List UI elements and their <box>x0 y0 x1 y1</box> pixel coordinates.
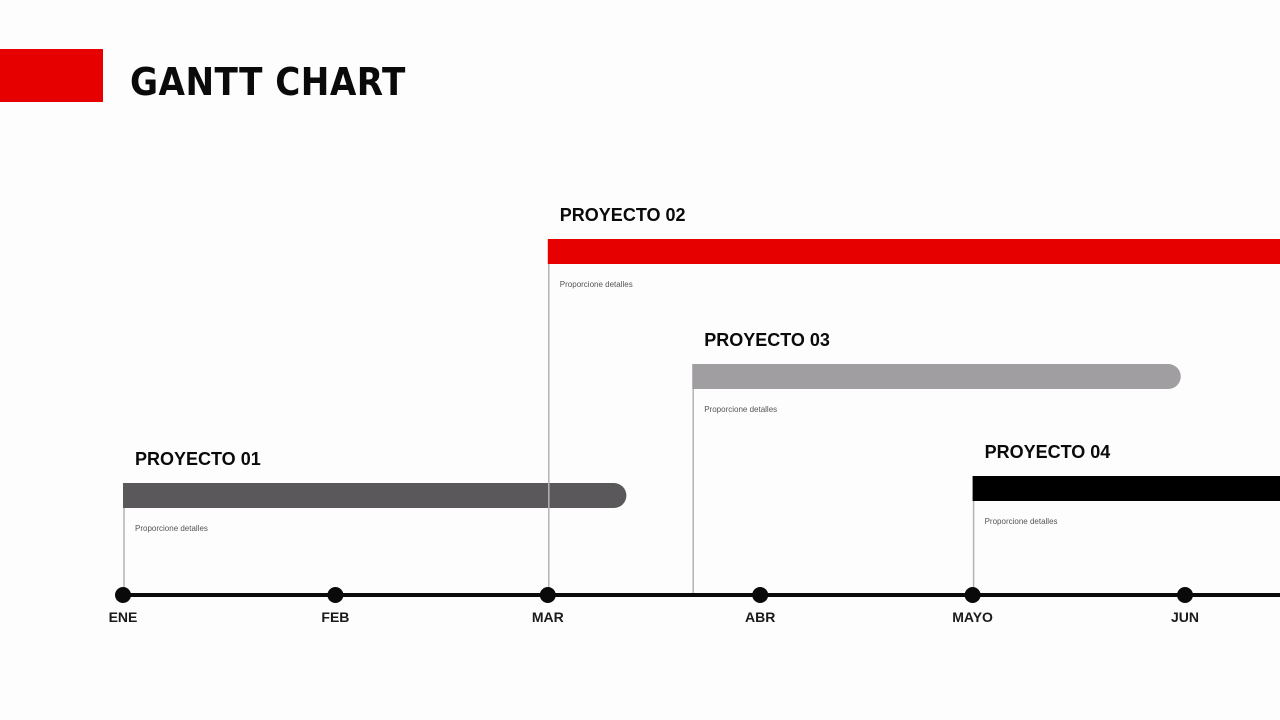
project-title: PROYECTO 02 <box>560 205 686 225</box>
page-title: GANTT CHART <box>130 60 406 104</box>
month-label: MAYO <box>952 609 993 625</box>
project-bar <box>972 476 1280 501</box>
month-label: MAR <box>532 609 564 625</box>
project-detail: Proporcione detalles <box>135 524 208 533</box>
accent-block <box>0 49 103 102</box>
month-marker <box>327 587 344 603</box>
month-label: JUN <box>1171 609 1199 625</box>
project-title: PROYECTO 04 <box>985 442 1111 462</box>
project-detail: Proporcione detalles <box>560 280 633 289</box>
project-detail: Proporcione detalles <box>985 517 1058 526</box>
project-bar <box>692 364 1181 389</box>
month-marker <box>539 587 556 603</box>
project-2: PROYECTO 02 Proporcione detalles <box>547 205 1280 595</box>
project-title: PROYECTO 01 <box>135 449 261 469</box>
project-bar <box>547 239 1280 264</box>
month-label: ENE <box>109 609 138 625</box>
month-marker <box>964 587 981 603</box>
project-detail: Proporcione detalles <box>704 405 777 414</box>
project-title: PROYECTO 03 <box>704 330 830 350</box>
month-marker <box>115 587 131 603</box>
project-1: PROYECTO 01 Proporcione detalles <box>123 449 627 595</box>
month-marker <box>752 587 769 603</box>
project-bar <box>123 483 627 508</box>
month-label: FEB <box>321 609 349 625</box>
month-marker <box>1177 587 1193 603</box>
project-3: PROYECTO 03 Proporcione detalles <box>692 330 1181 595</box>
month-label: ABR <box>745 609 775 625</box>
project-4: PROYECTO 04 Proporcione detalles <box>972 442 1280 595</box>
